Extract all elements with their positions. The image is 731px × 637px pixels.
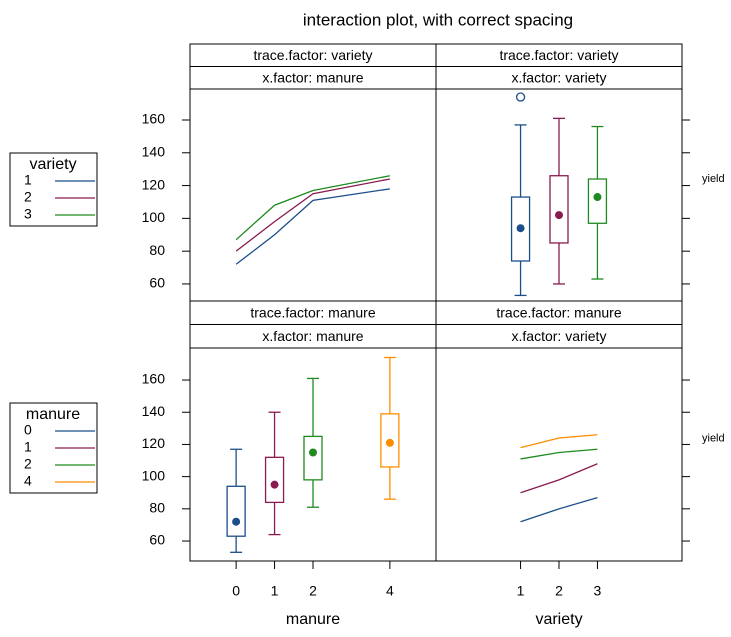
legend-label: 2 (24, 456, 32, 472)
series-line (235, 175, 390, 241)
strip-label: trace.factor: manure (496, 304, 621, 320)
y-axis-label: yield (702, 432, 725, 444)
box (587, 178, 608, 224)
series-line (235, 178, 390, 252)
legend-box (9, 152, 98, 227)
legend-label: 1 (24, 172, 32, 188)
y-tick-label: 120 (142, 176, 166, 192)
x-tick-label: 2 (309, 583, 317, 599)
y-tick-label: 160 (142, 371, 166, 387)
box (303, 435, 323, 481)
median-dot (385, 438, 394, 447)
series-line (520, 496, 598, 523)
y-tick-label: 120 (142, 435, 166, 451)
median-dot (309, 448, 317, 457)
box (264, 456, 285, 504)
x-tick-label: 4 (386, 583, 394, 599)
legend-title: manure (26, 406, 80, 423)
median-dot (516, 224, 525, 233)
x-axis-label: manure (286, 611, 340, 628)
x-tick-label: 1 (271, 583, 279, 599)
series-line (520, 434, 598, 449)
box (226, 485, 246, 537)
strip-label: x.factor: variety (512, 328, 607, 344)
legend-label: 1 (24, 439, 32, 455)
y-tick-label: 80 (149, 242, 165, 258)
strip-label: x.factor: variety (512, 69, 607, 85)
median-dot (593, 193, 602, 202)
median-dot (555, 211, 563, 220)
legend-label: 4 (24, 473, 32, 489)
median-dot (270, 480, 279, 489)
legend-label: 0 (24, 422, 32, 438)
box (549, 175, 569, 244)
strip-label: x.factor: manure (262, 328, 363, 344)
y-tick-label: 60 (149, 532, 165, 548)
strip-label: trace.factor: variety (253, 47, 372, 63)
series-line (520, 448, 598, 460)
y-tick-label: 140 (142, 143, 166, 159)
legend-label: 2 (24, 189, 32, 205)
x-tick-label: 1 (517, 583, 525, 599)
strip-label: trace.factor: manure (250, 304, 375, 320)
y-tick-label: 100 (142, 467, 166, 483)
series-line (520, 463, 598, 494)
box (380, 413, 400, 468)
y-tick-label: 100 (142, 209, 166, 225)
x-tick-label: 3 (594, 583, 602, 599)
y-tick-label: 160 (142, 111, 166, 127)
y-tick-label: 140 (142, 403, 166, 419)
legend-title: variety (29, 156, 76, 173)
y-tick-label: 80 (149, 500, 165, 516)
legend-label: 3 (24, 206, 32, 222)
panel-frame (435, 347, 683, 562)
box (510, 196, 531, 262)
outlier (515, 92, 526, 102)
strip-label: trace.factor: variety (499, 47, 618, 63)
panel-frame (189, 88, 437, 302)
series-line (235, 188, 390, 265)
x-tick-label: 2 (555, 583, 563, 599)
y-axis-label: yield (702, 173, 725, 185)
chart-title: interaction plot, with correct spacing (303, 10, 573, 29)
strip-label: x.factor: manure (262, 69, 363, 85)
x-tick-label: 0 (232, 583, 240, 599)
median-dot (232, 517, 241, 526)
y-tick-label: 60 (149, 275, 165, 291)
x-axis-label: variety (535, 611, 582, 628)
plot-area: trace.factor: variety x.factor: manure 60 8… (9, 43, 725, 628)
